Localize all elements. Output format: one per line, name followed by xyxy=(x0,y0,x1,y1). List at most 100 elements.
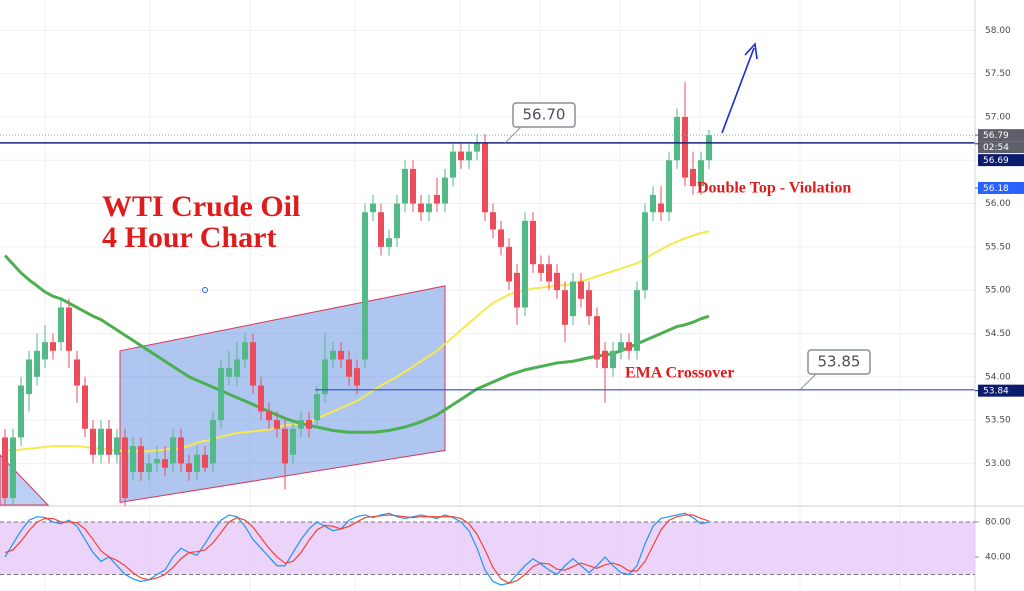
callout-pointer xyxy=(504,126,522,144)
price-marker-label: 56.18 xyxy=(983,184,1009,194)
candle-body xyxy=(226,368,232,377)
candle-body xyxy=(482,142,488,213)
candle-body xyxy=(306,420,312,429)
candle-body xyxy=(242,342,248,360)
candle-body xyxy=(434,194,440,204)
countdown-box xyxy=(978,141,1024,154)
candle-body xyxy=(258,385,264,412)
arrow xyxy=(721,47,755,134)
candle-body xyxy=(642,212,648,291)
candle-body xyxy=(458,151,464,161)
candle-body xyxy=(346,359,352,377)
candle-body xyxy=(666,160,672,213)
candle-body xyxy=(402,168,408,204)
osc-tick-label: 80.00 xyxy=(985,517,1011,527)
candle-body xyxy=(90,428,96,455)
candle-body xyxy=(106,428,112,455)
candle-body xyxy=(394,203,400,239)
candle-body xyxy=(210,420,216,464)
candle-body xyxy=(162,459,168,468)
candle-body xyxy=(130,446,136,473)
candle-body xyxy=(10,437,16,499)
candle-body xyxy=(618,342,624,351)
candle-body xyxy=(98,428,104,455)
candle-body xyxy=(314,394,320,421)
candle-body xyxy=(122,437,128,499)
candle-body xyxy=(426,203,432,213)
oscillator-band xyxy=(0,521,975,575)
candle-body xyxy=(26,359,32,395)
annotation: Double Top - Violation xyxy=(697,180,851,197)
callout-pointer xyxy=(799,373,817,391)
y-tick-label: 55.50 xyxy=(985,242,1011,252)
candle-body xyxy=(234,359,240,377)
candle-body xyxy=(202,454,208,468)
candle-body xyxy=(50,342,56,351)
y-tick-label: 58.00 xyxy=(985,26,1011,36)
candle-body xyxy=(698,160,704,187)
candle-body xyxy=(322,359,328,395)
candle-body xyxy=(386,238,392,247)
candle-body xyxy=(338,350,344,360)
candle-body xyxy=(602,350,608,369)
oscillator-line xyxy=(4,514,710,584)
y-tick-label: 56.00 xyxy=(985,199,1011,209)
candle-body xyxy=(506,246,512,282)
candle-body xyxy=(410,168,416,204)
candle-body xyxy=(514,272,520,308)
candle-body xyxy=(650,194,656,213)
y-tick-label: 53.50 xyxy=(985,416,1011,426)
candle-body xyxy=(626,342,632,351)
candle-body xyxy=(290,428,296,455)
candle-body xyxy=(114,437,120,455)
candle-body xyxy=(82,385,88,429)
chart-subtitle: 4 Hour Chart xyxy=(102,221,276,254)
callout-box xyxy=(807,349,871,375)
candle-body xyxy=(498,229,504,247)
candle-body xyxy=(178,437,184,464)
candle-body xyxy=(466,151,472,161)
candle-body xyxy=(610,350,616,369)
candle-body xyxy=(42,342,48,360)
channel xyxy=(119,285,446,503)
candle-body xyxy=(58,307,64,343)
arrow-head xyxy=(744,42,758,60)
candle-body xyxy=(594,316,600,360)
candle-body xyxy=(578,281,584,299)
candle-body xyxy=(490,212,496,230)
candle-body xyxy=(298,420,304,429)
y-tick-label: 57.00 xyxy=(985,112,1011,122)
candle-body xyxy=(674,116,680,161)
candle-body xyxy=(354,368,360,386)
callout-label: 53.85 xyxy=(818,353,861,371)
candle-body xyxy=(274,420,280,429)
y-tick-label: 54.50 xyxy=(985,329,1011,339)
candle-body xyxy=(330,350,336,360)
candle-body xyxy=(442,177,448,204)
candle-body xyxy=(546,264,552,282)
candle-body xyxy=(522,220,528,308)
candle-body xyxy=(194,454,200,473)
candle-body xyxy=(66,307,72,351)
osc-tick-label: 40.00 xyxy=(985,552,1011,562)
ema-line xyxy=(3,254,710,434)
candle-body xyxy=(74,359,80,386)
countdown-label: 02:54 xyxy=(983,143,1009,153)
background xyxy=(44,0,901,591)
candle-body xyxy=(154,459,160,464)
price-marker xyxy=(978,384,1024,397)
candle-body xyxy=(370,203,376,213)
price-marker-label: 56.79 xyxy=(983,131,1009,141)
candle-body xyxy=(362,212,368,360)
callout-label: 56.70 xyxy=(523,106,566,124)
candle-body xyxy=(218,368,224,421)
candle-body xyxy=(266,411,272,421)
price-marker-label: 53.84 xyxy=(983,387,1009,397)
candle-body xyxy=(146,463,152,473)
candle-body xyxy=(186,463,192,473)
y-tick-label: 54.00 xyxy=(985,372,1011,382)
candle-body xyxy=(538,264,544,273)
annotation: EMA Crossover xyxy=(625,365,734,382)
candle-body xyxy=(554,272,560,291)
